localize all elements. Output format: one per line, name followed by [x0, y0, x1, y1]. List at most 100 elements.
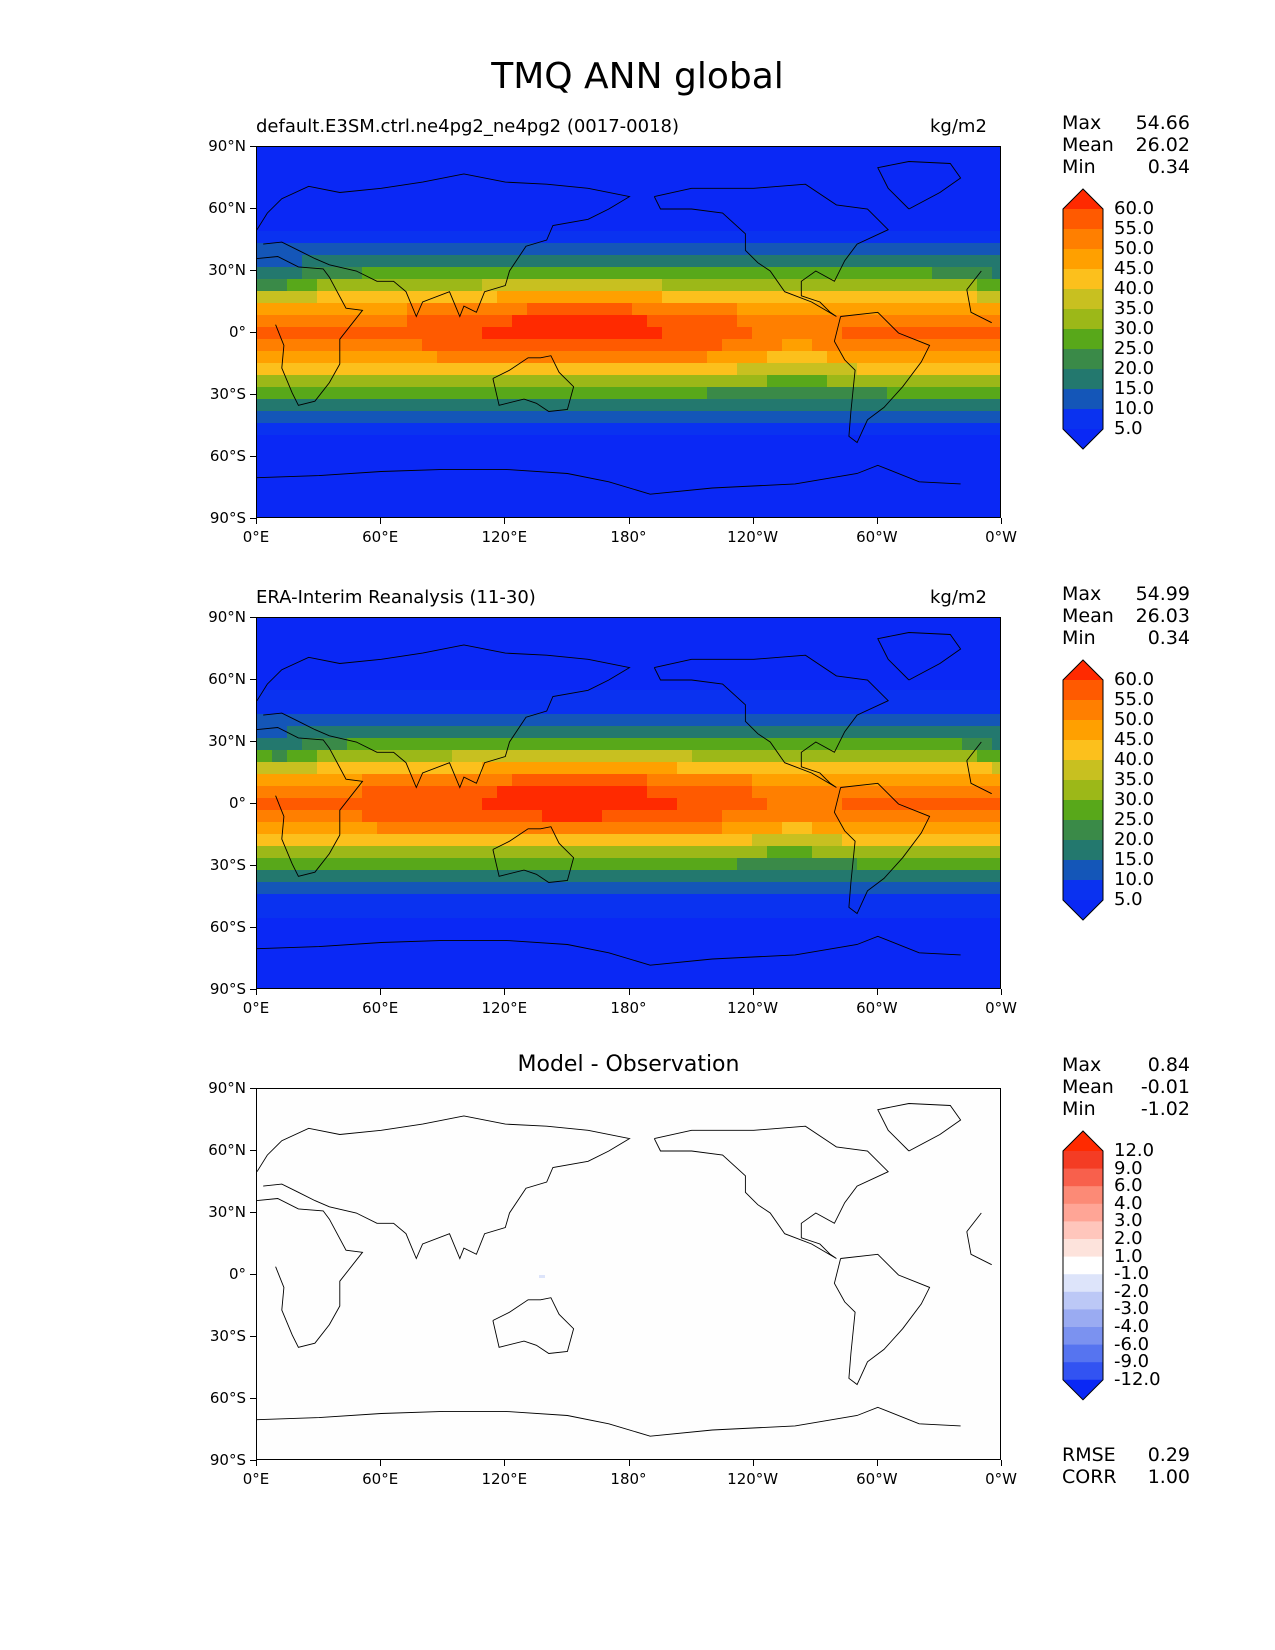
field-cell [947, 654, 963, 667]
field-cell [527, 798, 543, 811]
field-cell [482, 690, 498, 703]
field-cell [962, 726, 978, 739]
field-cell [632, 930, 648, 943]
field-cell [317, 978, 333, 988]
field-cell [632, 726, 648, 739]
field-cell [872, 846, 888, 859]
field-cell [587, 726, 603, 739]
field-cell [347, 507, 363, 517]
field-cell [302, 630, 318, 643]
lat-tick-label: 90°N [208, 1079, 246, 1097]
field-cell [422, 315, 438, 328]
field-cell [542, 495, 558, 508]
field-cell [542, 630, 558, 643]
field-cell [797, 798, 813, 811]
field-cell [542, 642, 558, 655]
field-cell [857, 954, 873, 967]
field-cell [737, 459, 753, 472]
field-cell [512, 279, 528, 292]
field-cell [362, 435, 378, 448]
field-cell [377, 267, 393, 280]
field-cell [377, 243, 393, 256]
field-cell [947, 618, 963, 631]
field-cell [887, 147, 903, 160]
field-cell [812, 471, 828, 484]
field-cell [407, 678, 423, 691]
field-cell [842, 618, 858, 631]
field-cell [332, 447, 348, 460]
corr-value: 1.00 [1147, 1466, 1190, 1488]
field-cell [482, 906, 498, 919]
field-cell [482, 642, 498, 655]
field-cell [737, 399, 753, 412]
field-cell [692, 822, 708, 835]
field-cell [392, 363, 408, 376]
field-cell [407, 231, 423, 244]
field-cell [527, 363, 543, 376]
field-cell [617, 495, 633, 508]
field-cell [287, 834, 303, 847]
field-cell [452, 159, 468, 172]
lon-tick-label: 180° [610, 999, 647, 1017]
field-cell [317, 846, 333, 859]
field-cell [467, 447, 483, 460]
field-cell [317, 159, 333, 172]
field-cell [932, 894, 948, 907]
field-cell [767, 435, 783, 448]
field-cell [257, 678, 273, 691]
field-cell [272, 303, 288, 316]
field-cell [737, 159, 753, 172]
field-cell [497, 243, 513, 256]
field-cell [677, 750, 693, 763]
field-cell [287, 798, 303, 811]
field-cell [257, 858, 273, 871]
field-cell [362, 171, 378, 184]
field-cell [887, 654, 903, 667]
field-cell [707, 399, 723, 412]
field-cell [512, 618, 528, 631]
field-cell [467, 954, 483, 967]
field-cell [467, 507, 483, 517]
field-cell [452, 762, 468, 775]
stat-label: Min [1062, 156, 1096, 178]
field-cell [452, 678, 468, 691]
lat-tick-label: 0° [228, 794, 246, 812]
field-cell [572, 834, 588, 847]
colorbar-segment [1063, 740, 1103, 761]
field-cell [677, 930, 693, 943]
field-cell [722, 666, 738, 679]
field-cell [302, 702, 318, 715]
field-cell [617, 618, 633, 631]
field-cell [677, 363, 693, 376]
field-cell [992, 435, 1000, 448]
field-cell [527, 654, 543, 667]
field-cell [752, 930, 768, 943]
field-cell [527, 243, 543, 256]
stat-mean-value: 26.03 [1135, 605, 1190, 627]
field-cell [542, 666, 558, 679]
field-cell [422, 483, 438, 496]
field-cell [692, 930, 708, 943]
field-cell [527, 471, 543, 484]
field-cell [482, 171, 498, 184]
field-cell [557, 351, 573, 364]
field-cell [722, 798, 738, 811]
field-cell [917, 195, 933, 208]
field-cell [857, 726, 873, 739]
field-cell [542, 363, 558, 376]
field-cell [377, 738, 393, 751]
field-cell [452, 966, 468, 979]
field-cell [347, 786, 363, 799]
field-cell [632, 255, 648, 268]
field-cell [557, 858, 573, 871]
field-cell [872, 147, 888, 160]
field-cell [737, 834, 753, 847]
field-cell [647, 882, 663, 895]
field-cell [632, 750, 648, 763]
field-cell [737, 630, 753, 643]
field-cell [917, 255, 933, 268]
field-cell [407, 954, 423, 967]
field-cell [782, 303, 798, 316]
field-cell [257, 846, 273, 859]
field-cell [467, 195, 483, 208]
